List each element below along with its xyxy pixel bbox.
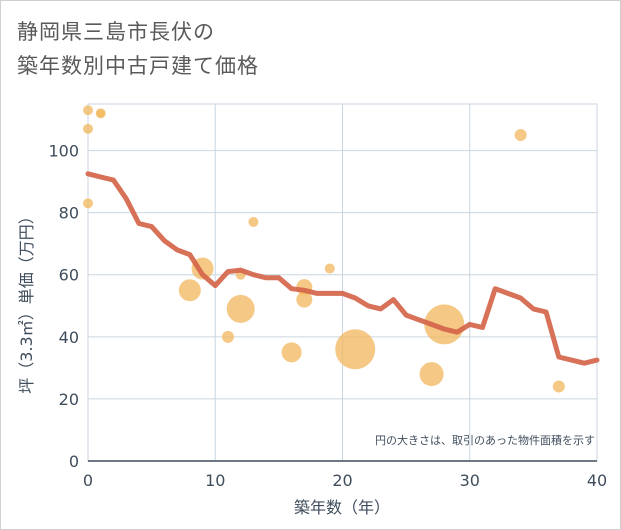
bubble-17 bbox=[424, 304, 465, 345]
bubble-1 bbox=[83, 123, 93, 134]
bubble-2 bbox=[83, 198, 93, 209]
chart-title: 静岡県三島市長伏の 築年数別中古戸建て価格 bbox=[17, 15, 259, 83]
x-tick-label-0: 0 bbox=[83, 471, 93, 490]
y-tick-label-100: 100 bbox=[48, 142, 79, 161]
grid-lines bbox=[88, 104, 597, 462]
y-tick-label-40: 40 bbox=[59, 328, 79, 347]
bubble-layer bbox=[83, 105, 565, 393]
chart-title-line-1: 静岡県三島市長伏の bbox=[17, 20, 215, 44]
x-tick-label-30: 30 bbox=[460, 471, 480, 490]
x-tick-label-20: 20 bbox=[332, 471, 352, 490]
x-axis-label: 築年数（年） bbox=[294, 498, 390, 517]
bubble-16 bbox=[419, 362, 444, 387]
y-axis-label: 坪（3.3㎡）単価（万円） bbox=[17, 208, 36, 393]
chart-title-line-2: 築年数別中古戸建て価格 bbox=[17, 54, 259, 78]
x-tick-label-10: 10 bbox=[205, 471, 225, 490]
x-tick-label-40: 40 bbox=[587, 471, 607, 490]
bubble-13 bbox=[296, 291, 313, 308]
bubble-4 bbox=[95, 108, 106, 119]
bubble-7 bbox=[221, 330, 234, 343]
size-note: 円の大きさは、取引のあった物件面積を示す bbox=[375, 433, 595, 447]
bubble-0 bbox=[83, 105, 93, 116]
x-axis-ticks: 0 10 20 30 40 bbox=[83, 471, 607, 490]
bubble-14 bbox=[324, 263, 335, 274]
y-tick-label-20: 20 bbox=[59, 390, 79, 409]
bubble-10 bbox=[248, 216, 259, 227]
bubble-18 bbox=[514, 129, 527, 142]
bubble-11 bbox=[281, 342, 302, 363]
series-line-0 bbox=[85, 171, 600, 366]
bubble-15 bbox=[335, 329, 376, 370]
line-layer bbox=[85, 171, 600, 366]
bubble-8 bbox=[226, 294, 255, 323]
y-tick-label-0: 0 bbox=[69, 452, 79, 471]
y-tick-label-60: 60 bbox=[59, 266, 79, 285]
bubble-5 bbox=[178, 279, 201, 302]
bubble-19 bbox=[552, 380, 565, 393]
y-axis-ticks: 0 20 40 60 80 100 bbox=[48, 142, 79, 471]
y-tick-label-80: 80 bbox=[59, 204, 79, 223]
